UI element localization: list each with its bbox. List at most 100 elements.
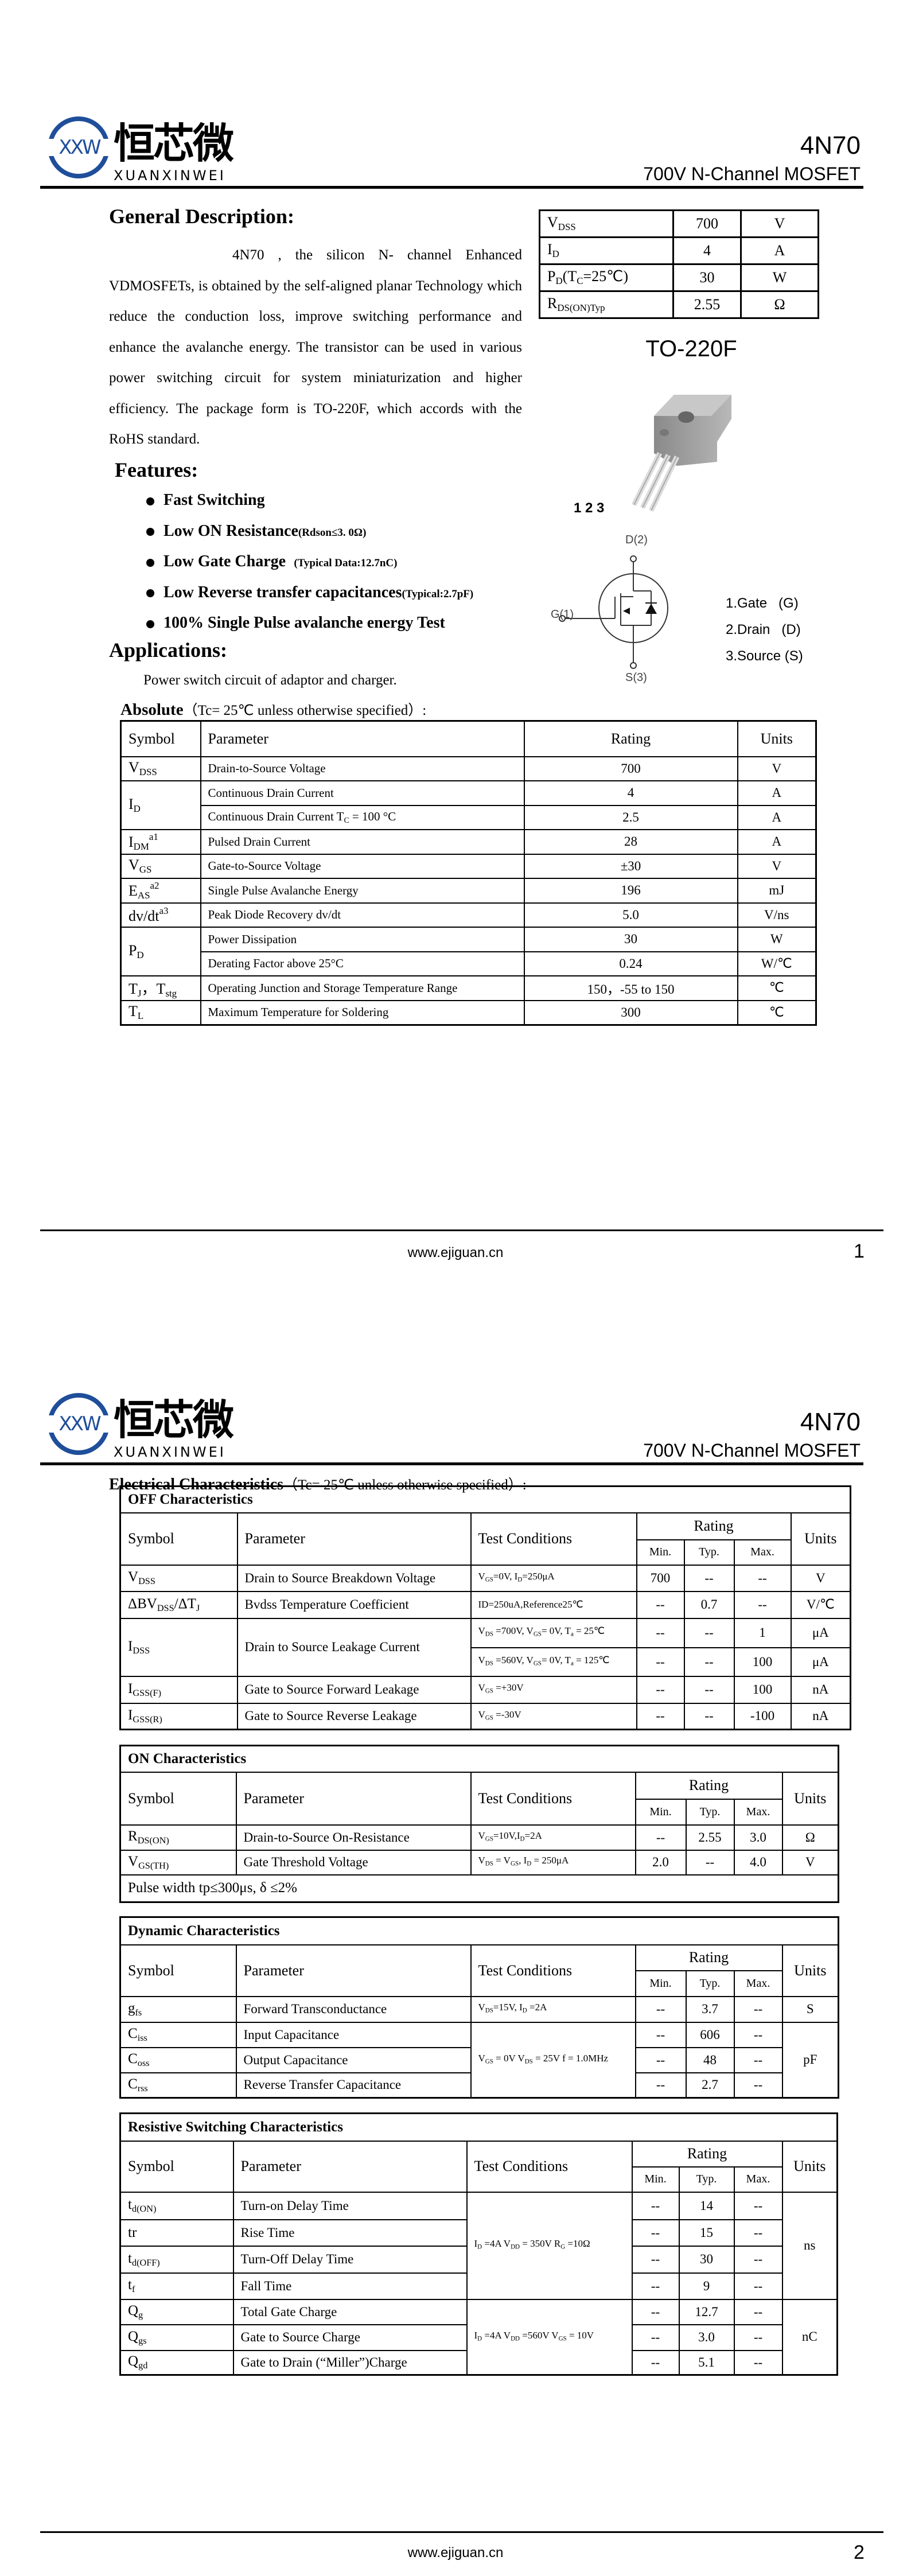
rating-cell: 30 bbox=[523, 927, 738, 952]
parameter-cell: Drain to Source Leakage Current bbox=[236, 1617, 472, 1677]
svg-text:XXW: XXW bbox=[59, 1412, 101, 1435]
bullet-icon bbox=[146, 620, 154, 628]
parameter-cell: Reverse Transfer Capacitance bbox=[235, 2072, 472, 2099]
rating-cell: 28 bbox=[523, 829, 738, 855]
table-title: Dynamic Characteristics bbox=[119, 1916, 839, 1945]
conditions-cell: VGS = 0V VDS = 25V f = 1.0MHz bbox=[470, 2021, 636, 2099]
parameter-cell: Continuous Drain Current TC = 100 °C bbox=[200, 804, 525, 830]
feature-item: Low Reverse transfer capacitances(Typica… bbox=[146, 583, 473, 602]
conditions-cell: VDS =560V, VGS= 0V, Ta = 125℃ bbox=[470, 1647, 637, 1677]
column-header-max: Max. bbox=[733, 2166, 783, 2193]
feature-item: Low ON Resistance(Rdson≤3. 0Ω) bbox=[146, 522, 366, 540]
column-header-min: Min. bbox=[634, 1798, 687, 1826]
symbol-cell: td(OFF) bbox=[119, 2245, 234, 2274]
table-title: Resistive Switching Characteristics bbox=[119, 2112, 838, 2142]
column-header-symbol: Symbol bbox=[119, 1512, 238, 1566]
symbol-cell: EASa2 bbox=[120, 878, 201, 904]
table-note-row: Pulse width tp≤300μs, δ ≤2% bbox=[119, 1874, 839, 1903]
spec-value: 700 bbox=[672, 209, 742, 238]
parameter-cell: Operating Junction and Storage Temperatu… bbox=[200, 975, 525, 1001]
column-header-parameter: Parameter bbox=[236, 1512, 472, 1566]
spec-value: 30 bbox=[672, 263, 742, 292]
key-spec-table: VDSS 700 V ID 4 A PD(TC=25℃) 30 W RDS(ON)Typ 2.55 Ω bbox=[539, 209, 819, 319]
table-header-row: Min. Typ. Max. bbox=[120, 2166, 838, 2193]
parameter-cell: Gate-to-Source Voltage bbox=[200, 853, 525, 879]
table-note: Pulse width tp≤300μs, δ ≤2% bbox=[119, 1874, 839, 1903]
symbol-cell: tf bbox=[119, 2272, 234, 2300]
column-header-rating: Rating bbox=[634, 1944, 783, 1971]
parameter-cell: Power Dissipation bbox=[200, 927, 525, 952]
bullet-icon bbox=[146, 558, 154, 567]
drain-label: D(2) bbox=[625, 534, 648, 546]
features-heading: Features: bbox=[115, 458, 198, 481]
min-cell: -- bbox=[634, 1995, 687, 2023]
column-header-conditions: Test Conditions bbox=[470, 1512, 637, 1566]
max-cell: -- bbox=[733, 2298, 783, 2325]
mosfet-schematic-symbol bbox=[559, 555, 668, 669]
min-cell: -- bbox=[634, 2046, 687, 2073]
spec-row: ID 4 A bbox=[539, 236, 819, 265]
rating-cell: 700 bbox=[523, 756, 738, 781]
column-header-min: Min. bbox=[634, 1970, 687, 1997]
header-divider bbox=[40, 1462, 863, 1465]
typ-cell: 606 bbox=[685, 2021, 735, 2048]
spec-row: PD(TC=25℃) 30 W bbox=[539, 263, 819, 292]
logo-chinese-name: 恒芯微 bbox=[114, 119, 234, 168]
min-cell: -- bbox=[636, 1617, 685, 1648]
general-description-heading: General Description: bbox=[109, 205, 294, 228]
unit-cell: μA bbox=[790, 1617, 851, 1648]
characteristics-table: Dynamic Characteristics Symbol Parameter Te… bbox=[119, 1916, 840, 2099]
symbol-cell: IDMa1 bbox=[120, 829, 201, 855]
typ-cell: 5.1 bbox=[678, 2349, 735, 2376]
rating-cell: 300 bbox=[523, 999, 738, 1025]
max-cell: -- bbox=[733, 1995, 783, 2023]
gate-label: G(1) bbox=[551, 608, 574, 621]
conditions-cell: VGS =-30V bbox=[470, 1702, 637, 1730]
rating-cell: 196 bbox=[523, 878, 738, 904]
unit-cell: nC bbox=[781, 2298, 838, 2376]
column-header: Parameter bbox=[200, 720, 525, 757]
table-row: Crss Reverse Transfer Capacitance -- 2.7 -- bbox=[119, 2072, 839, 2099]
column-header-typ: Typ. bbox=[678, 2166, 735, 2193]
column-header-typ: Typ. bbox=[685, 1970, 735, 1997]
typ-cell: 3.0 bbox=[678, 2324, 735, 2351]
characteristics-table: Resistive Switching Characteristics Symbo… bbox=[119, 2112, 838, 2376]
parameter-cell: Input Capacitance bbox=[235, 2021, 472, 2048]
symbol-cell: VGS bbox=[120, 853, 201, 879]
rating-cell: 5.0 bbox=[523, 902, 738, 928]
table-row: RDS(ON) Drain-to-Source On-Resistance VGS=… bbox=[119, 1824, 839, 1851]
max-cell: 4.0 bbox=[733, 1849, 783, 1875]
symbol-cell: IGSS(F) bbox=[119, 1675, 238, 1704]
applications-text: Power switch circuit of adaptor and char… bbox=[143, 672, 397, 688]
symbol-cell: VDSS bbox=[119, 1564, 238, 1592]
unit-cell: Ω bbox=[781, 1824, 839, 1851]
parameter-cell: Output Capacitance bbox=[235, 2046, 472, 2073]
footer-url[interactable]: www.ejiguan.cn bbox=[407, 1245, 504, 1260]
max-cell: 3.0 bbox=[733, 1824, 783, 1851]
to220f-package-image bbox=[631, 395, 731, 512]
spec-symbol: VDSS bbox=[539, 209, 674, 238]
conditions-cell: VDS = VGS, ID = 250μA bbox=[470, 1849, 636, 1875]
symbol-cell: ID bbox=[120, 780, 201, 830]
symbol-cell: RDS(ON) bbox=[119, 1824, 237, 1851]
parameter-cell: Gate to Source Charge bbox=[232, 2324, 468, 2351]
min-cell: 2.0 bbox=[634, 1849, 687, 1875]
unit-cell: μA bbox=[790, 1647, 851, 1677]
table-title: OFF Characteristics bbox=[119, 1485, 851, 1513]
unit-cell: V/℃ bbox=[790, 1590, 851, 1619]
column-header-conditions: Test Conditions bbox=[470, 1944, 636, 1997]
part-subtitle: 700V N-Channel MOSFET bbox=[643, 164, 861, 184]
table-header-row: Min. Typ. Max. bbox=[120, 1539, 851, 1566]
conditions-cell: ID =4A VDD =560V VGS = 10V bbox=[466, 2298, 633, 2376]
table-row: VGS Gate-to-Source Voltage ±30 V bbox=[120, 853, 817, 879]
bullet-icon bbox=[146, 528, 154, 536]
bullet-icon bbox=[146, 497, 154, 505]
footer-url[interactable]: www.ejiguan.cn bbox=[407, 2545, 504, 2561]
rating-cell: ±30 bbox=[523, 853, 738, 879]
spec-unit: A bbox=[740, 236, 819, 265]
column-header-symbol: Symbol bbox=[119, 1771, 237, 1826]
logo-english-name: XUANXINWEI bbox=[114, 1444, 226, 1460]
symbol-cell: tr bbox=[119, 2219, 234, 2247]
bullet-icon bbox=[146, 589, 154, 598]
symbol-cell: TJ，Tstg bbox=[120, 975, 201, 1001]
